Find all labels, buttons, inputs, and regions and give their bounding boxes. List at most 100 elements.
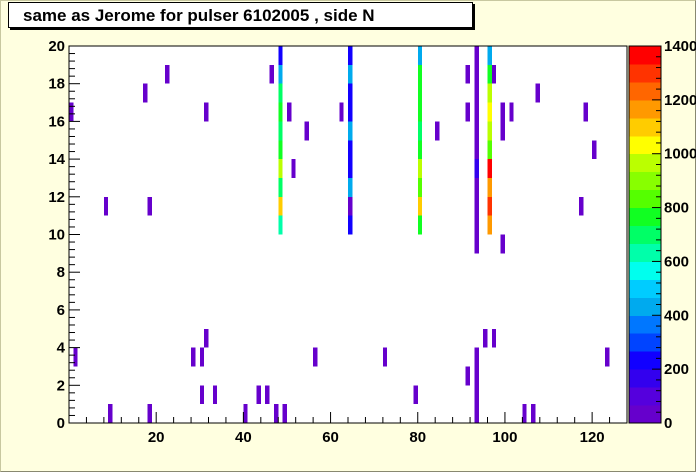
heatmap-cell [522,404,527,423]
heatmap-cell [474,366,479,386]
heatmap-cell [69,102,74,122]
heatmap-cell [348,121,353,141]
heatmap-cell [509,102,514,122]
color-scale-label: 600 [664,253,689,270]
heatmap-cell [474,64,479,84]
heatmap-cell [474,347,479,367]
x-tick-label: 40 [235,429,252,446]
heatmap-cell [191,347,196,367]
color-scale-band [629,405,661,424]
heatmap-cell [243,404,248,423]
heatmap-cell [474,234,479,254]
y-tick-label: 10 [48,227,65,244]
y-tick-label: 18 [48,76,65,93]
heatmap-cell [487,64,492,84]
y-tick-label: 2 [57,377,65,394]
heatmap-cell [143,83,148,103]
y-tick-label: 20 [48,38,65,55]
heatmap-cell [474,46,479,65]
heatmap-cell [531,404,536,423]
heatmap-cell [199,347,205,367]
heatmap-cell [474,196,479,216]
color-scale-label: 400 [664,307,689,324]
heatmap-cell [273,404,279,423]
heatmap-cell [500,121,505,141]
heatmap-cell [348,177,353,197]
heatmap-cell [583,102,588,122]
heatmap-cell [483,328,488,348]
heatmap-cell [474,215,479,235]
heatmap-cell [474,404,479,423]
heatmap-cell [487,215,492,235]
heatmap-cell [304,121,309,141]
heatmap-cell [474,121,479,141]
heatmap-cell [339,102,344,122]
y-tick-label: 6 [57,302,65,319]
heatmap-cell [348,64,353,84]
heatmap-cell [417,64,423,84]
heatmap-cell [291,159,296,178]
heatmap-cell [487,140,492,160]
color-scale-band [629,315,661,334]
heatmap-cell [417,102,423,122]
heatmap-cell [348,102,353,122]
heatmap-cell [474,102,479,122]
heatmap-cell [204,328,209,348]
heatmap-cell [487,83,492,103]
color-scale-band [629,369,661,388]
heatmap-cell [73,347,78,367]
heatmap-cell [103,196,109,216]
x-tick-label: 100 [492,429,517,446]
heatmap-cell [282,404,287,423]
heatmap-cell [474,140,479,160]
y-tick-label: 0 [57,415,65,432]
heatmap-cell [465,102,471,122]
heatmap-cell [500,234,505,254]
color-scale-band [629,46,661,65]
heatmap-cell [413,385,418,405]
heatmap-cell [487,159,492,178]
heatmap-cell [265,385,270,405]
heatmap-cell [500,102,505,122]
color-scale-band [629,351,661,370]
heatmap-cell [278,102,283,122]
color-scale-band [629,117,661,137]
x-tick-label: 60 [322,429,339,446]
heatmap-cell [212,385,218,405]
color-scale-label: 1200 [664,92,696,109]
heatmap-cell [474,385,479,405]
heatmap-cell [435,121,440,141]
heatmap-cell [278,140,283,160]
heatmap-cell [605,347,610,367]
color-scale-label: 800 [664,200,689,217]
heatmap-cell [278,215,283,235]
y-tick-label: 8 [57,264,65,281]
color-scale-frame [628,45,662,424]
heatmap-cell [278,46,283,65]
color-scale-label: 1000 [664,146,696,163]
heatmap-cell [164,64,170,84]
heatmap-cell [313,347,318,367]
heatmap-cell [348,215,353,235]
heatmap-cell [348,46,353,65]
heatmap-cell [417,46,423,65]
x-tick-label: 80 [409,429,426,446]
heatmap-cell [417,121,423,141]
color-scale-band [629,189,661,209]
heatmap-cell [278,159,283,178]
heatmap-cell [278,196,283,216]
x-tick-label: 120 [580,429,605,446]
heatmap-cell [417,177,423,197]
heatmap-cell [417,83,423,103]
color-scale-label: 1400 [664,38,696,55]
heatmap-cell [417,215,423,235]
heatmap-cell [487,121,492,141]
heatmap-cell [417,159,423,178]
heatmap-cell [147,404,152,423]
heatmap-cell [465,366,471,386]
heatmap-cell [535,83,540,103]
y-tick-label: 14 [48,151,65,168]
color-scale-label: 0 [664,415,672,432]
x-tick-label: 20 [148,429,165,446]
color-scale-band [629,171,661,191]
